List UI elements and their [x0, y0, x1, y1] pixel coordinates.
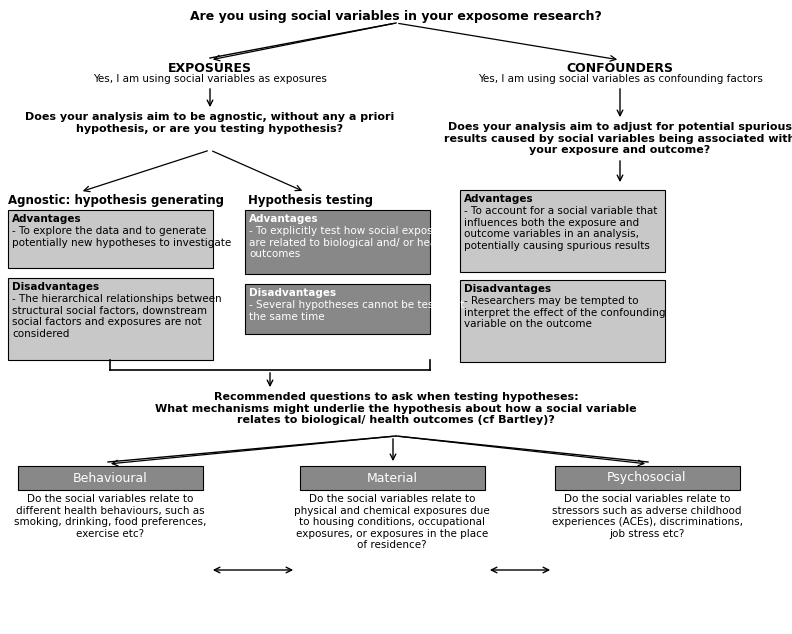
Text: - To explicitly test how social exposures
are related to biological and/ or heal: - To explicitly test how social exposure… [249, 226, 455, 259]
Text: Do the social variables relate to
physical and chemical exposures due
to housing: Do the social variables relate to physic… [294, 494, 490, 550]
Text: Disadvantages: Disadvantages [249, 288, 336, 298]
FancyBboxPatch shape [18, 466, 203, 490]
Text: Do the social variables relate to
stressors such as adverse childhood
experience: Do the social variables relate to stress… [551, 494, 743, 539]
FancyBboxPatch shape [245, 284, 430, 334]
Text: - Several hypotheses cannot be tested at
the same time: - Several hypotheses cannot be tested at… [249, 300, 464, 321]
Text: Advantages: Advantages [12, 214, 82, 224]
Text: - To account for a social variable that
influences both the exposure and
outcome: - To account for a social variable that … [464, 206, 657, 251]
Text: - To explore the data and to generate
potentially new hypotheses to investigate: - To explore the data and to generate po… [12, 226, 231, 248]
Text: Are you using social variables in your exposome research?: Are you using social variables in your e… [190, 10, 602, 23]
FancyBboxPatch shape [555, 466, 740, 490]
Text: EXPOSURES: EXPOSURES [168, 62, 252, 75]
Text: Advantages: Advantages [249, 214, 318, 224]
Text: Yes, I am using social variables as confounding factors: Yes, I am using social variables as conf… [478, 74, 763, 84]
Text: Does your analysis aim to adjust for potential spurious
results caused by social: Does your analysis aim to adjust for pot… [444, 122, 792, 155]
Text: - The hierarchical relationships between
structural social factors, downstream
s: - The hierarchical relationships between… [12, 294, 222, 339]
Text: Disadvantages: Disadvantages [12, 282, 99, 292]
Text: Do the social variables relate to
different health behaviours, such as
smoking, : Do the social variables relate to differ… [13, 494, 206, 539]
Text: Advantages: Advantages [464, 194, 534, 204]
Text: CONFOUNDERS: CONFOUNDERS [566, 62, 673, 75]
Text: Psychosocial: Psychosocial [607, 472, 687, 484]
FancyBboxPatch shape [460, 280, 665, 362]
Text: Behavioural: Behavioural [73, 472, 147, 484]
Text: Agnostic: hypothesis generating: Agnostic: hypothesis generating [8, 194, 224, 207]
FancyBboxPatch shape [245, 210, 430, 274]
Text: - Researchers may be tempted to
interpret the effect of the confounding
variable: - Researchers may be tempted to interpre… [464, 296, 665, 329]
FancyBboxPatch shape [8, 278, 213, 360]
FancyBboxPatch shape [8, 210, 213, 268]
Text: Yes, I am using social variables as exposures: Yes, I am using social variables as expo… [93, 74, 327, 84]
Text: Hypothesis testing: Hypothesis testing [248, 194, 373, 207]
Text: Does your analysis aim to be agnostic, without any a priori
hypothesis, or are y: Does your analysis aim to be agnostic, w… [25, 112, 394, 134]
FancyBboxPatch shape [300, 466, 485, 490]
Text: Material: Material [367, 472, 417, 484]
Text: Recommended questions to ask when testing hypotheses:
What mechanisms might unde: Recommended questions to ask when testin… [155, 392, 637, 425]
Text: Disadvantages: Disadvantages [464, 284, 551, 294]
FancyBboxPatch shape [460, 190, 665, 272]
